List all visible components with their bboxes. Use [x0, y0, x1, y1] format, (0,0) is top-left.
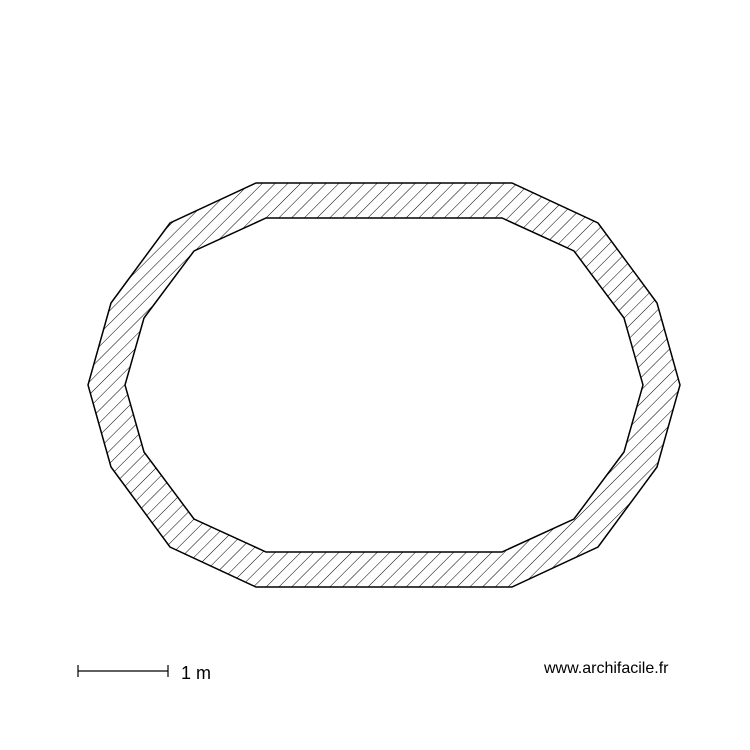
inner-polygon [125, 218, 643, 552]
diagram-container: 1 m www.archifacile.fr [0, 0, 750, 750]
diagram-svg [0, 0, 750, 750]
scale-bar [78, 665, 168, 677]
credit-text: www.archifacile.fr [544, 660, 668, 678]
scale-label: 1 m [181, 663, 211, 684]
